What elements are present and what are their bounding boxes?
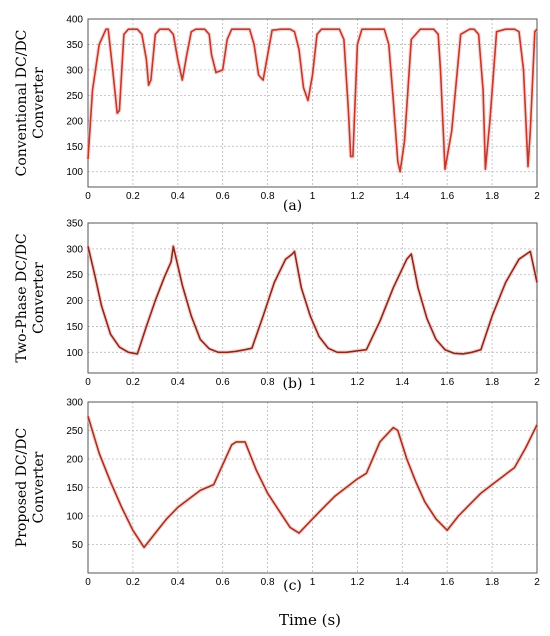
panel-label: (a) xyxy=(283,198,302,214)
x-tick-label: 0.8 xyxy=(261,577,275,588)
x-tick-label: 1.4 xyxy=(395,577,409,588)
series-line xyxy=(87,416,538,549)
x-tick-label: 2 xyxy=(534,191,540,202)
x-tick-label: 1 xyxy=(310,191,316,202)
y-tick-label: 400 xyxy=(66,15,83,26)
x-tick-label: 2 xyxy=(534,577,540,588)
x-tick-label: 1 xyxy=(310,577,316,588)
y-tick-label: 100 xyxy=(66,167,83,178)
x-tick-label: 1.2 xyxy=(350,377,364,388)
x-tick-label: 0 xyxy=(85,377,91,388)
panels: 0 0.2 0.4 0.6 0.8 1 1.2 1.4 1.6 1.8 21001502002503… xyxy=(14,15,540,595)
y-tick-label: 100 xyxy=(66,348,83,359)
x-tick-label: 0.4 xyxy=(171,377,185,388)
y-axis-label: Conventional DC/DCConverter xyxy=(14,30,47,177)
y-tick-label: 250 xyxy=(66,270,83,281)
x-axis-label: Time (s) xyxy=(279,611,341,629)
x-tick-label: 0 xyxy=(85,191,91,202)
x-tick-label: 0.8 xyxy=(261,191,275,202)
y-tick-label: 250 xyxy=(66,426,83,437)
x-tick-label: 0.2 xyxy=(126,191,140,202)
y-tick-label: 200 xyxy=(66,296,83,307)
panel-1: 0 0.2 0.4 0.6 0.8 1 1.2 1.4 1.6 1.8 2 100 150 200 250 3… xyxy=(14,219,540,393)
x-tick-label: 1.6 xyxy=(440,377,454,388)
x-tick-label: 1.8 xyxy=(485,191,499,202)
x-tick-label: 0.2 xyxy=(126,577,140,588)
panel-label: (c) xyxy=(283,578,302,594)
x-tick-label: 0.6 xyxy=(216,577,230,588)
y-axis-label: Two-Phase DC/DCConverter xyxy=(14,233,47,362)
y-tick-label: 150 xyxy=(66,483,83,494)
series-line xyxy=(87,28,538,173)
y-tick-label: 300 xyxy=(66,65,83,76)
x-tick-label: 1.4 xyxy=(395,191,409,202)
y-tick-label: 200 xyxy=(66,455,83,466)
x-tick-label: 0.2 xyxy=(126,377,140,388)
x-tick-label: 1.2 xyxy=(350,191,364,202)
x-tick-label: 1 xyxy=(310,377,316,388)
x-tick-label: 1.6 xyxy=(440,577,454,588)
x-tick-label: 1.2 xyxy=(350,577,364,588)
y-tick-label: 100 xyxy=(66,512,83,523)
plot-frame xyxy=(87,222,538,374)
x-tick-label: 0.4 xyxy=(171,191,185,202)
panel-label: (b) xyxy=(283,376,303,392)
x-tick-label: 1.6 xyxy=(440,191,454,202)
panel-2: 0 0.2 0.4 0.6 0.8 1 1.2 1.4 1.6 1.8 25010015020025… xyxy=(14,398,540,595)
x-tick-label: 2 xyxy=(534,377,540,388)
panel-0: 0 0.2 0.4 0.6 0.8 1 1.2 1.4 1.6 1.8 2 100 150 200 250 3… xyxy=(14,15,540,215)
y-tick-label: 50 xyxy=(72,540,84,551)
y-tick-label: 150 xyxy=(66,322,83,333)
x-tick-label: 1.8 xyxy=(485,577,499,588)
x-tick-label: 0.8 xyxy=(261,377,275,388)
y-tick-label: 300 xyxy=(66,244,83,255)
x-tick-label: 0.4 xyxy=(171,577,185,588)
series-line xyxy=(87,245,538,355)
plot-frame xyxy=(87,401,538,574)
y-tick-label: 250 xyxy=(66,91,83,102)
y-tick-label: 150 xyxy=(66,142,83,153)
x-tick-label: 1.8 xyxy=(485,377,499,388)
x-tick-label: 0.6 xyxy=(216,377,230,388)
x-tick-label: 1.4 xyxy=(395,377,409,388)
plot-frame xyxy=(87,18,538,188)
x-tick-label: 0.6 xyxy=(216,191,230,202)
y-tick-label: 300 xyxy=(66,398,83,409)
y-axis-label: Proposed DC/DCConverter xyxy=(14,428,47,547)
y-tick-label: 350 xyxy=(66,40,83,51)
y-tick-label: 350 xyxy=(66,219,83,230)
x-tick-label: 0 xyxy=(85,577,91,588)
y-tick-label: 200 xyxy=(66,116,83,127)
